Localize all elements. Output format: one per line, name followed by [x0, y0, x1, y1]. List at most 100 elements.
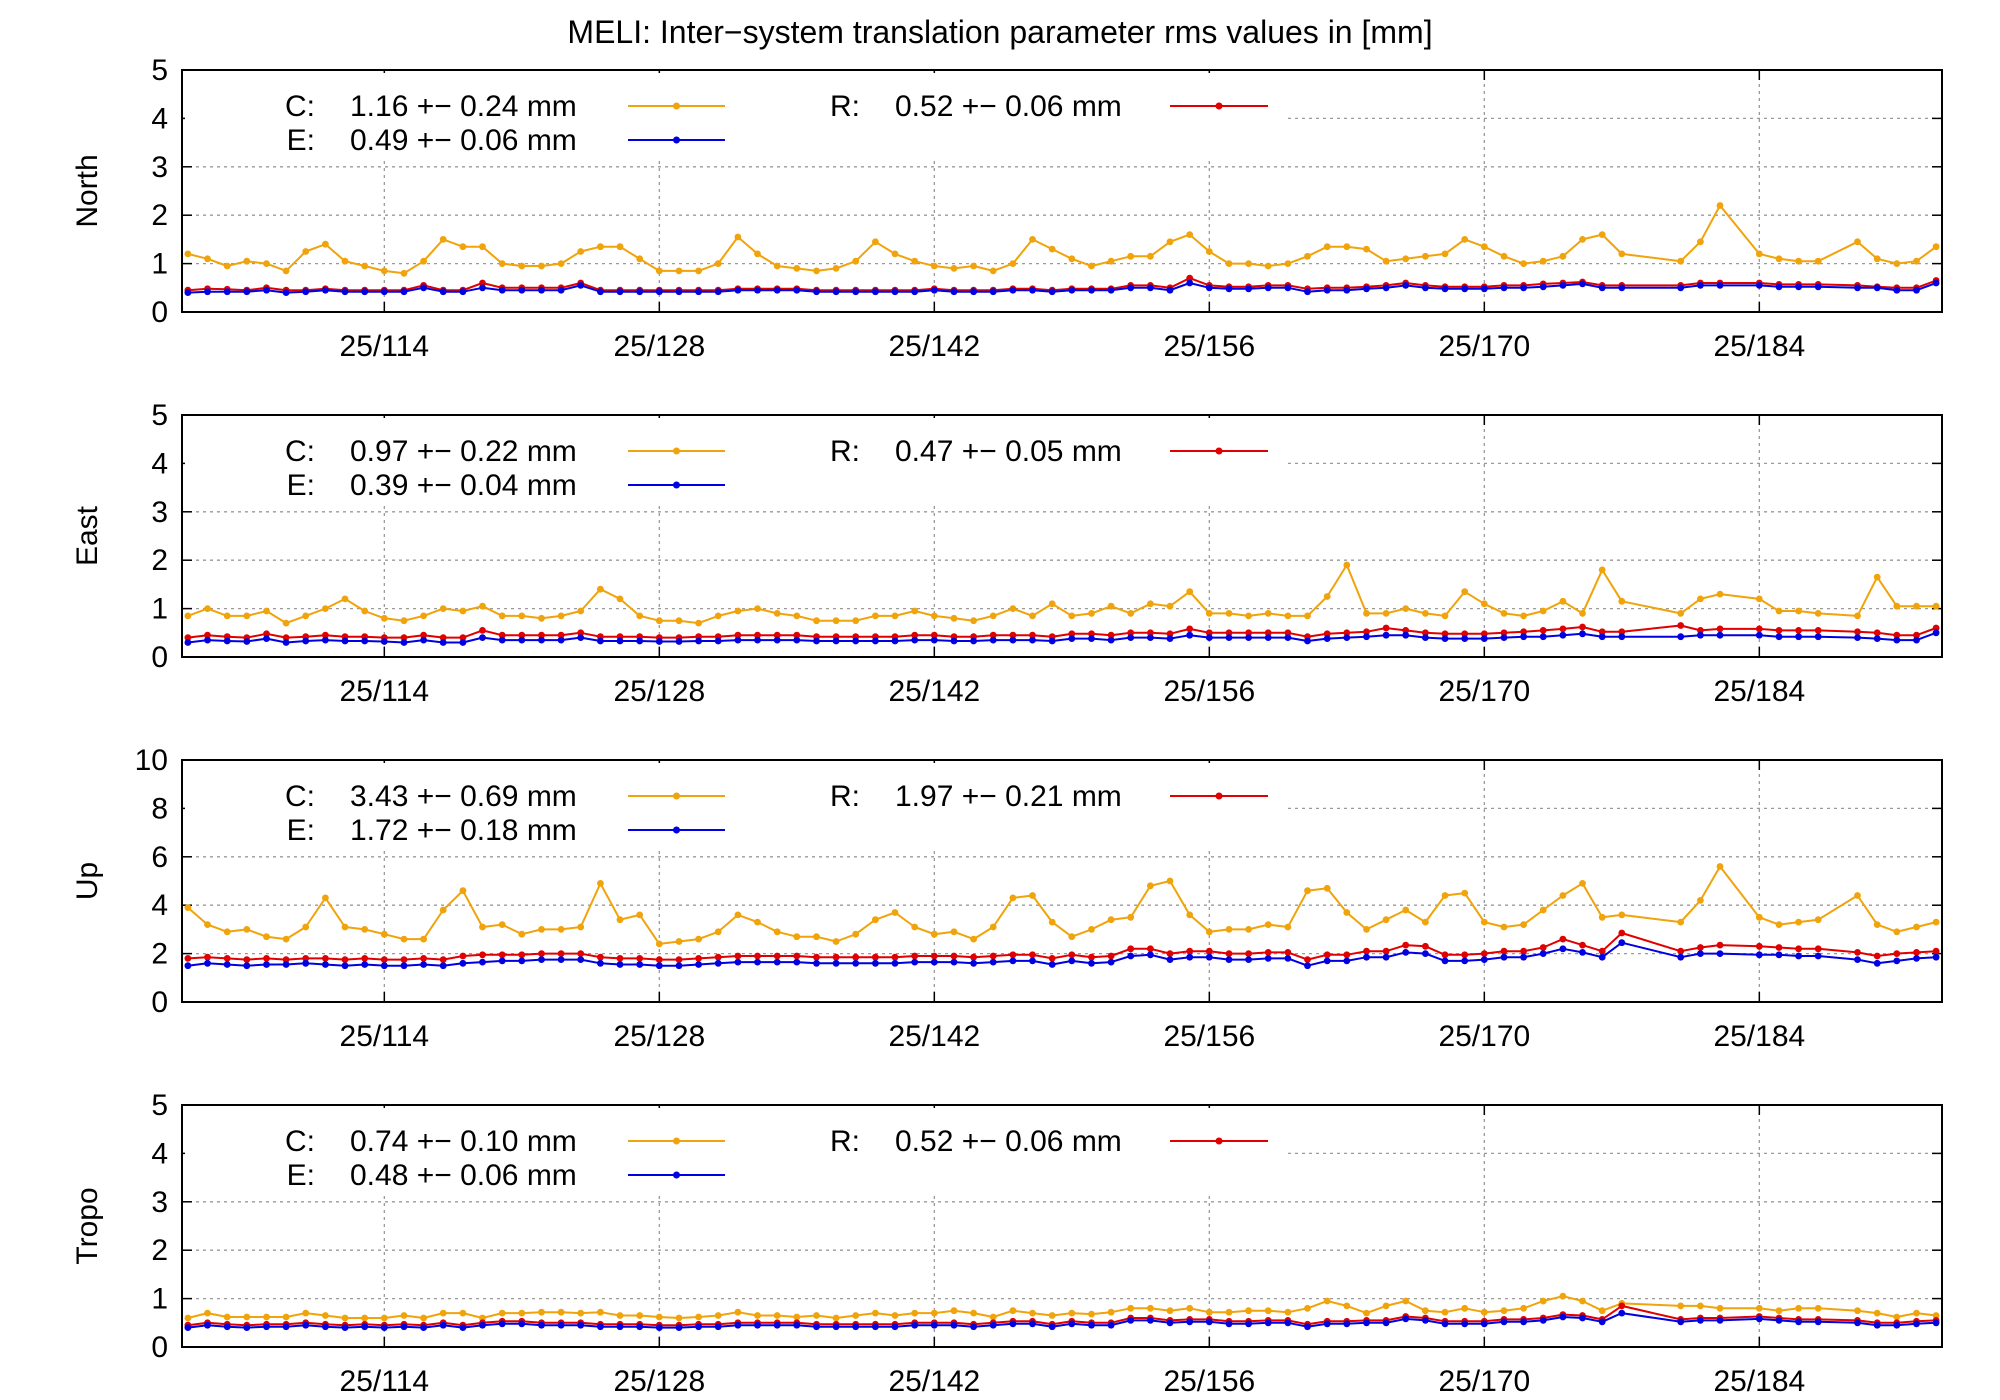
data-point-c [420, 612, 427, 620]
data-point-e [341, 637, 349, 645]
data-point-c [1225, 1308, 1233, 1316]
data-point-e [518, 957, 526, 965]
data-point-r [479, 279, 486, 287]
data-point-r [1009, 631, 1017, 639]
data-point-c [793, 265, 801, 272]
data-point-r [1755, 625, 1763, 633]
legend-entry-e: E: 1.72 +− 0.18 mm [287, 814, 725, 847]
data-point-e [223, 1323, 231, 1331]
data-point-e [1539, 633, 1547, 641]
data-point-c [1480, 600, 1488, 608]
data-point-e [1814, 633, 1822, 641]
data-point-e [1500, 1318, 1508, 1326]
data-point-c [1323, 593, 1331, 600]
data-point-c [1913, 923, 1920, 931]
data-point-c [1618, 911, 1626, 919]
data-point-c [1382, 1302, 1390, 1310]
data-point-r [1323, 630, 1331, 638]
data-point-c [970, 617, 977, 625]
legend-sample-marker [673, 826, 680, 834]
data-point-e [989, 636, 997, 644]
y-tick-label: 10 [135, 744, 168, 777]
data-point-e [734, 286, 742, 294]
data-point-c [970, 935, 977, 943]
data-point-r [184, 634, 192, 641]
data-point-c [1186, 911, 1194, 919]
data-point-c [1716, 863, 1724, 870]
data-point-c [1795, 1304, 1802, 1312]
data-point-c [1795, 607, 1802, 615]
data-point-r [1166, 630, 1174, 638]
data-point-c [479, 1314, 486, 1322]
data-point-e [597, 959, 604, 967]
data-point-e [577, 956, 585, 963]
data-point-r [1814, 945, 1822, 953]
data-point-e [1461, 285, 1469, 293]
data-point-c [1088, 262, 1095, 270]
legend-text: 3.43 +− 0.69 mm [350, 780, 577, 813]
data-point-c [675, 938, 683, 945]
data-point-c [1755, 1304, 1763, 1312]
series-e [184, 939, 1940, 970]
data-point-e [498, 1320, 506, 1328]
data-point-c [1205, 248, 1213, 255]
data-point-r [1284, 629, 1292, 637]
data-point-r [1343, 951, 1351, 959]
data-point-r [1461, 630, 1469, 638]
data-point-e [1107, 286, 1115, 294]
data-point-e [813, 959, 820, 967]
data-point-r [636, 955, 644, 962]
data-point-r [479, 627, 486, 634]
data-point-e [184, 1324, 192, 1331]
data-point-r [400, 956, 408, 963]
series-e [184, 629, 1940, 646]
data-point-e [282, 639, 290, 646]
data-point-c [655, 940, 663, 948]
data-point-e [479, 1321, 486, 1329]
plot-frame [181, 69, 1943, 313]
data-point-c [1245, 260, 1252, 267]
data-point-e [1579, 949, 1586, 956]
data-point-e [400, 288, 408, 296]
data-point-c [1618, 597, 1626, 605]
data-point-e [1068, 1320, 1076, 1328]
data-point-c [832, 1314, 840, 1322]
data-point-c [577, 923, 585, 931]
data-point-e [1618, 633, 1626, 641]
data-point-c [1422, 252, 1429, 260]
data-point-e [1422, 950, 1429, 957]
data-point-e [380, 638, 388, 645]
data-point-e [557, 956, 565, 963]
data-point-e [1697, 950, 1704, 957]
data-point-e [1186, 1318, 1194, 1326]
data-point-c [322, 894, 329, 902]
legend-sample-marker [673, 792, 680, 800]
data-point-c [950, 928, 958, 936]
data-point-r [538, 950, 545, 957]
data-point-e [773, 636, 781, 644]
data-point-c [361, 607, 369, 615]
legend-sample-marker [1215, 102, 1223, 110]
data-point-e [872, 1323, 879, 1331]
data-point-c [1697, 238, 1704, 246]
data-point-e [1304, 637, 1311, 645]
data-point-c [1422, 1307, 1429, 1315]
data-point-e [459, 959, 467, 967]
data-point-r [1873, 629, 1881, 637]
data-point-c [263, 1313, 270, 1321]
data-point-c [1068, 933, 1076, 941]
data-point-c [1088, 1310, 1095, 1318]
data-point-c [754, 605, 761, 612]
data-point-r [557, 950, 565, 957]
data-point-c [695, 935, 702, 943]
data-point-e [1264, 634, 1272, 641]
data-point-e [204, 959, 211, 967]
data-point-e [1402, 631, 1410, 639]
plot-frame [181, 414, 1943, 658]
data-point-r [1323, 951, 1331, 959]
data-point-e [1520, 633, 1527, 641]
data-point-e [1166, 956, 1174, 963]
data-point-e [597, 1323, 604, 1331]
series-c [184, 202, 1940, 277]
data-point-r [184, 955, 192, 962]
